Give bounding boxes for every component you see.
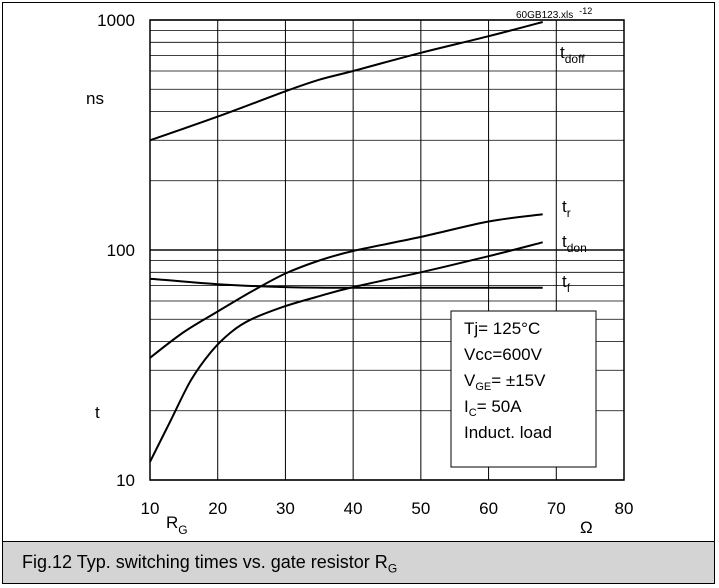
- condition-vge: VGE= ±15V: [464, 371, 546, 393]
- series-curves: [149, 21, 543, 463]
- file-tag: 60GB123.xls -12: [516, 6, 592, 21]
- x-tick-label: 50: [411, 499, 430, 518]
- x-tick-label: 80: [615, 499, 634, 518]
- x-unit: Ω: [580, 518, 593, 537]
- y-tick-label: 100: [107, 241, 135, 260]
- y-axis-label: t: [95, 403, 100, 422]
- y-unit: ns: [86, 89, 104, 108]
- x-tick-label: 40: [344, 499, 363, 518]
- condition-load: Induct. load: [464, 423, 552, 442]
- series-line-tdon: [149, 241, 543, 463]
- plot-area-border: [149, 19, 625, 481]
- x-axis-label: RG: [166, 513, 188, 537]
- figure-caption: Fig.12 Typ. switching times vs. gate res…: [22, 552, 398, 576]
- x-tick-label: 20: [208, 499, 227, 518]
- series-labels: tdoff tr tdon tf: [560, 43, 587, 295]
- series-label-tf: tf: [562, 272, 571, 295]
- tick-labels: 10 20 30 40 50 60 70 80 10 100 1000: [97, 11, 633, 518]
- x-tick-label: 30: [276, 499, 295, 518]
- x-tick-label: 70: [547, 499, 566, 518]
- condition-ic: IC= 50A: [464, 397, 522, 419]
- y-tick-label: 10: [116, 471, 135, 490]
- caption-bar: [2, 541, 715, 584]
- series-line-tdoff: [149, 21, 543, 142]
- condition-vcc: Vcc=600V: [464, 345, 543, 364]
- series-line-tf: [149, 277, 543, 289]
- conditions-box: Tj= 125°C Vcc=600V VGE= ±15V IC= 50A Ind…: [450, 310, 597, 468]
- series-label-tdoff: tdoff: [560, 43, 585, 66]
- y-tick-label: 1000: [97, 11, 135, 30]
- condition-tj: Tj= 125°C: [464, 319, 540, 338]
- series-line-tr: [149, 213, 543, 359]
- x-tick-label: 10: [141, 499, 160, 518]
- series-label-tr: tr: [562, 197, 571, 220]
- series-label-tdon: tdon: [562, 232, 587, 255]
- x-tick-label: 60: [479, 499, 498, 518]
